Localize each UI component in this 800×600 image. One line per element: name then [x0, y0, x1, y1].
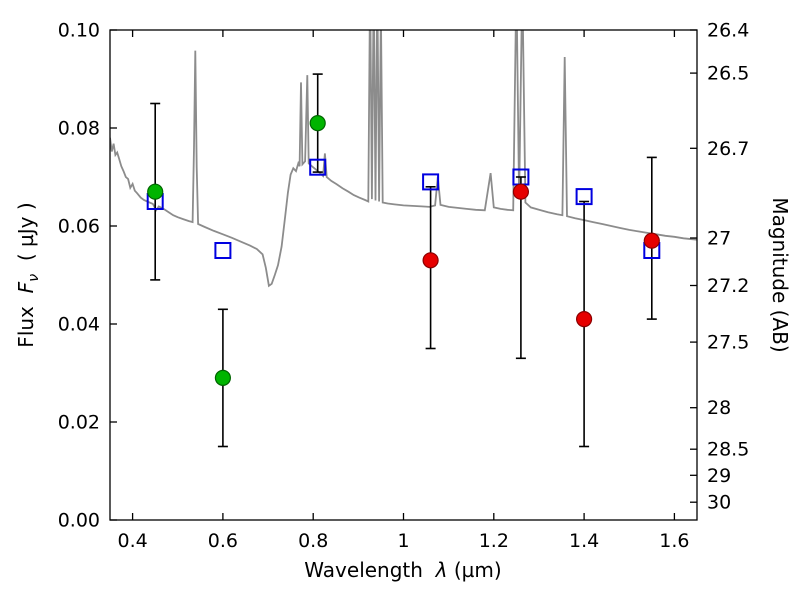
y-axis-left-units: ( µJy )	[14, 202, 38, 262]
red-circles-marker	[643, 232, 660, 249]
x-axis-label: Wavelength λ (µm)	[253, 558, 553, 582]
blue-squares-marker	[575, 188, 593, 206]
y-axis-label-left: Flux Fν ( µJy )	[14, 75, 42, 475]
blue-squares-marker	[214, 242, 232, 259]
red-circles-marker	[512, 183, 530, 200]
y-tick-label-right: 27	[707, 228, 731, 250]
x-axis-label-units: (µm)	[453, 558, 502, 582]
y-tick-label-right: 26.5	[707, 63, 749, 85]
y-tick-label-right: 28	[707, 397, 731, 419]
spectrum-line	[110, 30, 697, 288]
blue-squares-marker	[309, 158, 327, 176]
y-tick-label-left: 0.04	[58, 314, 100, 336]
x-tick-label: 0.4	[117, 530, 147, 552]
axes-spines	[109, 29, 698, 521]
green-circles-marker	[214, 369, 231, 386]
x-tick-label: 1.6	[659, 530, 689, 552]
y-tick-label-right: 26.4	[707, 20, 749, 42]
y-tick-label-left: 0.02	[58, 412, 100, 434]
y-tick-label-right: 27.2	[707, 275, 749, 297]
y-tick-label-right: 27.5	[707, 332, 749, 354]
x-tick-label: 0.8	[298, 530, 328, 552]
y-tick-label-right: 28.5	[707, 439, 749, 461]
y-tick-label-right: 29	[707, 465, 731, 487]
blue-squares-marker	[422, 173, 440, 191]
y-axis-left-symbol: F	[14, 281, 38, 294]
y-tick-label-left: 0.10	[58, 20, 100, 42]
green-circles-marker	[309, 114, 326, 132]
green-circles-marker	[147, 183, 164, 200]
x-tick-label: 1.2	[479, 530, 509, 552]
y-axis-left-subscript: ν	[26, 273, 42, 282]
red-circles-marker	[422, 252, 439, 269]
x-axis-label-symbol: λ	[435, 558, 448, 582]
y-tick-label-left: 0.08	[58, 118, 100, 140]
red-circles-marker	[575, 311, 593, 328]
y-axis-left-text: Flux	[14, 306, 38, 348]
error-bar	[515, 176, 526, 360]
x-tick-label: 1.4	[569, 530, 599, 552]
y-tick-label-left: 0.00	[58, 510, 100, 532]
y-tick-label-right: 26.7	[707, 138, 749, 160]
x-tick-label: 0.6	[208, 530, 238, 552]
x-tick-label: 1	[397, 530, 409, 552]
y-axis-right-text: Magnitude (AB)	[768, 197, 792, 353]
y-axis-label-right: Magnitude (AB)	[764, 75, 792, 475]
plot-background	[110, 30, 697, 520]
y-tick-label-left: 0.06	[58, 216, 100, 238]
y-tick-label-right: 30	[707, 492, 731, 514]
x-axis-label-text: Wavelength	[304, 558, 423, 582]
